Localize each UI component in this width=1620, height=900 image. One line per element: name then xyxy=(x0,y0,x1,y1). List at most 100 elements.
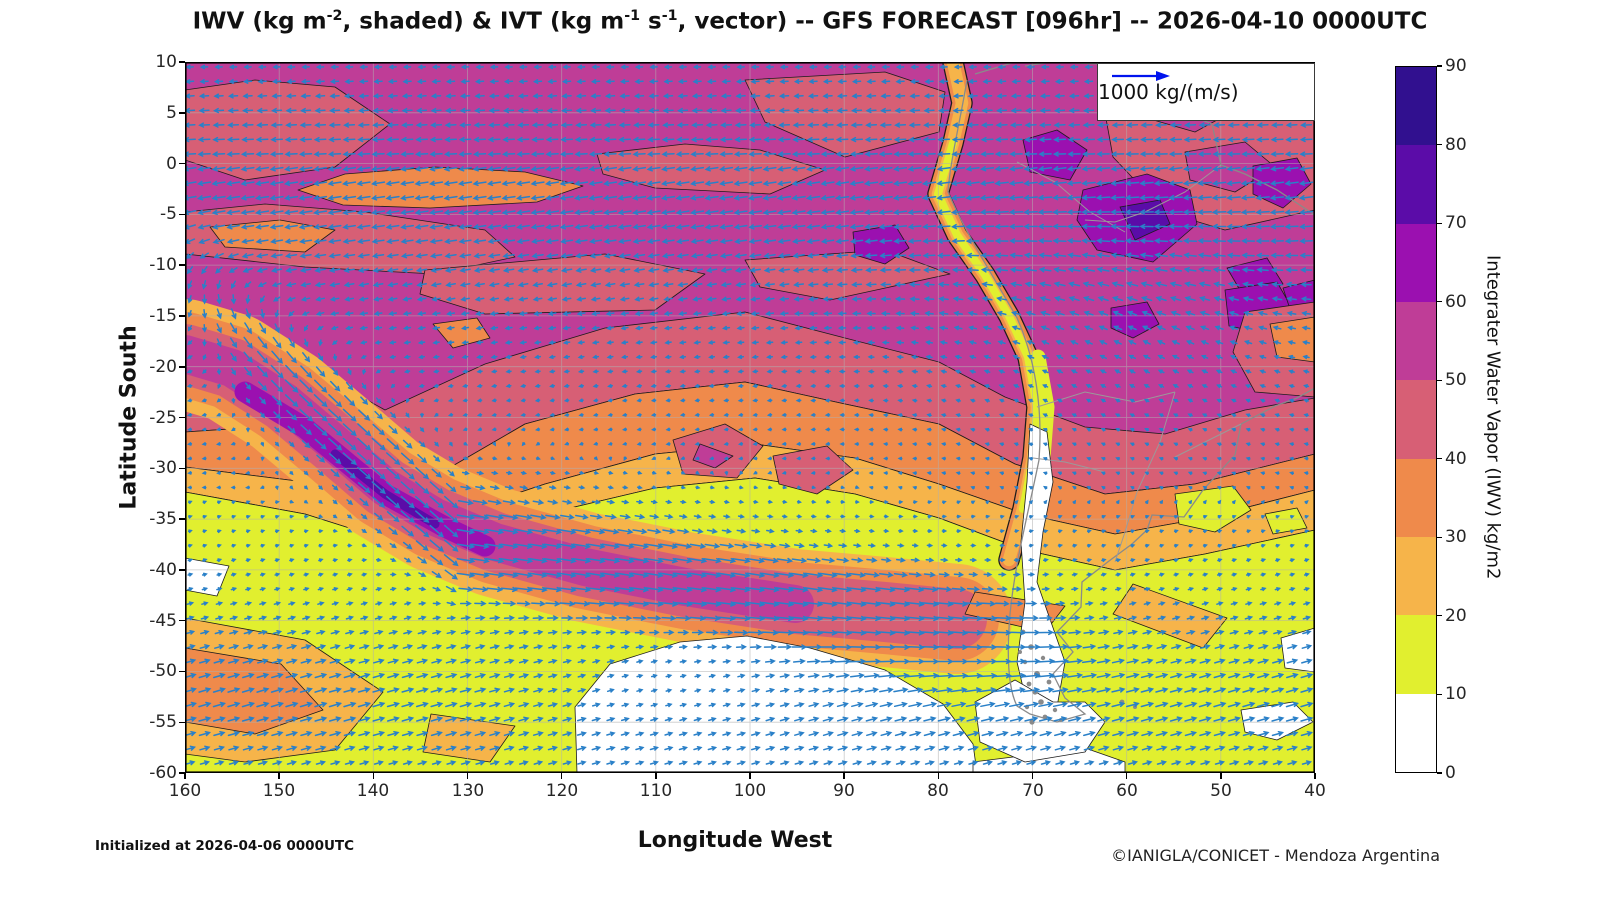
y-tick-mark xyxy=(179,619,185,622)
andes-strip xyxy=(927,62,1106,763)
plot-frame xyxy=(185,62,1315,773)
colorbar-segment xyxy=(1396,223,1436,302)
x-tick-mark xyxy=(749,773,751,779)
y-tick-label: -35 xyxy=(149,509,177,529)
y-tick-label: -15 xyxy=(149,306,177,326)
x-tick-mark xyxy=(560,773,563,779)
colorbar-segment xyxy=(1396,301,1436,381)
coastline xyxy=(947,79,1315,723)
title-superscript: -2 xyxy=(326,8,343,24)
y-tick-mark xyxy=(179,162,185,165)
x-tick-label: 70 xyxy=(1022,781,1044,801)
y-tick-mark xyxy=(179,670,185,673)
y-tick-mark xyxy=(179,315,185,317)
x-tick-mark xyxy=(184,773,186,779)
title-superscript: -1 xyxy=(661,8,678,24)
colorbar-segment xyxy=(1396,458,1436,537)
y-tick-mark xyxy=(179,366,185,368)
x-axis-label: Longitude West xyxy=(185,828,1285,853)
y-tick-label: -45 xyxy=(149,611,177,631)
y-tick-label: -5 xyxy=(160,204,177,224)
map-plot: 1000 kg/(m/s) xyxy=(185,62,1315,773)
y-tick-mark xyxy=(179,467,185,469)
colorbar-tick-label: 40 xyxy=(1445,449,1467,469)
colorbar-tick-mark xyxy=(1437,144,1442,146)
x-tick-mark xyxy=(843,773,845,779)
x-tick-label: 140 xyxy=(356,781,390,801)
colorbar-tick-mark xyxy=(1437,536,1442,538)
x-tick-label: 60 xyxy=(1116,781,1138,801)
x-tick-mark xyxy=(1314,773,1316,779)
gridlines xyxy=(185,62,1315,773)
y-tick-mark xyxy=(179,416,185,419)
colorbar xyxy=(1395,66,1437,773)
x-tick-mark xyxy=(278,773,280,779)
title-part: IWV (kg m xyxy=(192,8,327,35)
x-tick-mark xyxy=(1125,773,1128,779)
colorbar-tick-mark xyxy=(1437,615,1442,617)
colorbar-segment xyxy=(1396,67,1436,146)
y-tick-mark xyxy=(179,213,185,216)
colorbar-tick-label: 60 xyxy=(1445,292,1467,312)
x-tick-mark xyxy=(1220,773,1222,779)
chart-title: IWV (kg m-2, shaded) & IVT (kg m-1 s-1, … xyxy=(0,8,1620,35)
title-part: , vector) -- GFS FORECAST [096hr] -- 202… xyxy=(677,8,1428,35)
title-superscript: -1 xyxy=(624,8,641,24)
colorbar-segment xyxy=(1396,693,1436,772)
x-tick-label: 40 xyxy=(1304,781,1326,801)
x-tick-label: 80 xyxy=(927,781,949,801)
southwest-patches xyxy=(185,617,516,763)
y-tick-label: -50 xyxy=(149,661,177,681)
y-tick-mark xyxy=(179,264,185,266)
colorbar-tick-label: 80 xyxy=(1445,135,1467,155)
footer-initialized: Initialized at 2026-04-06 0000UTC xyxy=(95,838,355,854)
x-tick-label: 90 xyxy=(833,781,855,801)
y-tick-mark xyxy=(179,721,185,723)
x-tick-mark xyxy=(466,773,469,779)
colorbar-tick-label: 30 xyxy=(1445,527,1467,547)
x-tick-mark xyxy=(372,773,375,779)
y-tick-label: 10 xyxy=(155,52,177,72)
y-tick-mark xyxy=(179,518,185,520)
map-svg xyxy=(185,62,1315,773)
colorbar-segment xyxy=(1396,536,1436,616)
colorbar-segment xyxy=(1396,615,1436,694)
x-axis-label-text: Longitude West xyxy=(637,828,833,853)
y-tick-label: 5 xyxy=(166,103,177,123)
x-tick-label: 130 xyxy=(451,781,485,801)
y-tick-label: -60 xyxy=(149,763,177,783)
x-tick-label: 100 xyxy=(733,781,767,801)
colorbar-tick-label: 50 xyxy=(1445,370,1467,390)
ivt-quiver-layer xyxy=(185,64,1314,766)
y-tick-label: 0 xyxy=(166,154,177,174)
midlatitude-blobs xyxy=(672,423,1308,535)
colorbar-title: Integrater Water Vapor (IWV) kg/m2 xyxy=(1478,62,1508,773)
y-tick-label: -40 xyxy=(149,560,177,580)
colorbar-tick-label: 10 xyxy=(1445,684,1467,704)
colorbar-tick-label: 70 xyxy=(1445,213,1467,233)
y-tick-label: -30 xyxy=(149,458,177,478)
x-tick-mark xyxy=(937,773,940,779)
x-tick-label: 110 xyxy=(639,781,673,801)
atmospheric-river-band xyxy=(185,299,1012,674)
title-part: , shaded) & IVT (kg m xyxy=(342,8,625,35)
y-tick-label: -55 xyxy=(149,712,177,732)
colorbar-tick-mark xyxy=(1437,693,1442,695)
colorbar-tick-label: 0 xyxy=(1445,763,1456,783)
x-tick-mark xyxy=(1031,773,1034,779)
legend-arrow-icon xyxy=(1112,71,1170,81)
colorbar-tick-mark xyxy=(1437,65,1442,67)
colorbar-tick-mark xyxy=(1437,772,1442,774)
y-tick-label: -10 xyxy=(149,255,177,275)
y-tick-mark xyxy=(179,569,185,571)
title-part: s xyxy=(640,8,662,35)
legend-box: 1000 kg/(m/s) xyxy=(1097,63,1315,121)
colorbar-title-text: Integrater Water Vapor (IWV) kg/m2 xyxy=(1482,255,1504,580)
colorbar-tick-label: 90 xyxy=(1445,56,1467,76)
x-tick-label: 120 xyxy=(545,781,579,801)
footer-credit: ©IANIGLA/CONICET - Mendoza Argentina xyxy=(1111,846,1440,865)
x-tick-label: 150 xyxy=(262,781,296,801)
colorbar-tick-label: 20 xyxy=(1445,606,1467,626)
y-tick-mark xyxy=(179,772,185,774)
